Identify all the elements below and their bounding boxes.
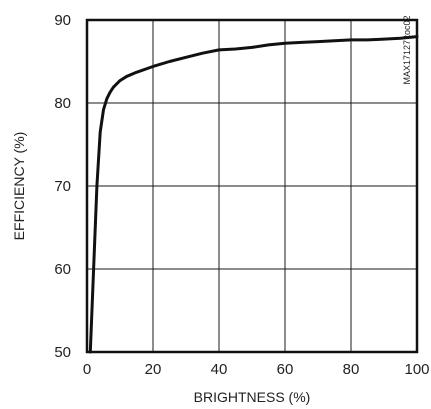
y-tick-label: 90 [54,12,71,29]
chart-side-label: MAX17127 toc02 [402,15,412,84]
x-tick-label: 20 [145,361,162,378]
efficiency-series-line [88,35,419,354]
y-tick-label: 80 [54,95,71,112]
x-tick-label: 40 [211,361,228,378]
x-axis-title: BRIGHTNESS (%) [194,389,311,405]
y-tick-label: 50 [54,344,71,361]
x-tick-label: 80 [343,361,360,378]
x-tick-label: 60 [277,361,294,378]
y-tick-label: 60 [54,261,71,278]
grid-layer [87,20,417,352]
x-tick-label: 0 [83,361,91,378]
y-tick-label: 70 [54,178,71,195]
label-layer: 0 20 40 60 80 100 50 60 70 80 90 BRIGHTNESS (%) EFFI… [11,12,430,405]
y-axis-title: EFFICIENCY (%) [11,132,27,241]
series-layer [88,35,419,354]
plot-frame [85,18,419,354]
x-tick-label: 100 [404,361,429,378]
axis-layer [85,18,419,354]
